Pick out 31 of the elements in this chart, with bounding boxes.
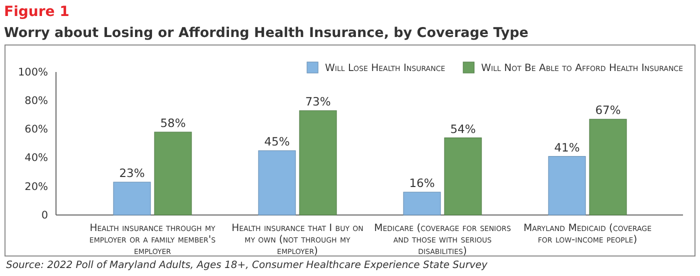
y-tick-label: 100% [18,66,48,78]
x-tick-label: Maryland Medicaid (coverage for low-income people) [523,223,652,246]
data-label: 45% [264,134,290,149]
bar [154,132,192,216]
x-tick-label: Health insurance through my employer or a family member's employer [89,223,216,257]
y-tick-label: 80% [24,94,48,107]
data-label: 23% [119,166,145,180]
source-note: Source: 2022 Poll of Maryland Adults, Ages 18+, Consumer Healthcare Experience State Survey [6,260,489,271]
legend-label: Will Not Be Able to Afford Health Insurance [481,63,683,74]
bar [444,137,482,216]
bar [258,150,296,216]
y-tick-label: 60% [24,124,48,136]
x-tick-label: Health insurance that I buy on my own (not through my employer) [232,223,364,257]
bar [299,110,337,216]
legend-label: Will Lose Health Insurance [325,63,446,74]
bar [403,192,441,216]
bar [548,156,586,216]
data-label: 67% [595,103,621,118]
chart-subtitle: Worry about Losing or Affording Health Insurance, by Coverage Type [4,25,528,41]
y-tick-label: 0 [41,209,48,222]
data-label: 54% [450,122,476,136]
data-label: 41% [554,140,580,154]
y-tick-label: 40% [24,152,48,164]
bar [113,182,151,216]
bar [589,118,627,216]
data-label: 58% [160,116,186,130]
data-label: 16% [409,176,435,190]
data-label: 73% [305,94,331,109]
chart-title: Figure 1 [4,4,70,20]
x-tick-label: Medicare (coverage for seniors and those with serious disabilities) [374,223,512,257]
y-tick-label: 20% [24,180,48,193]
